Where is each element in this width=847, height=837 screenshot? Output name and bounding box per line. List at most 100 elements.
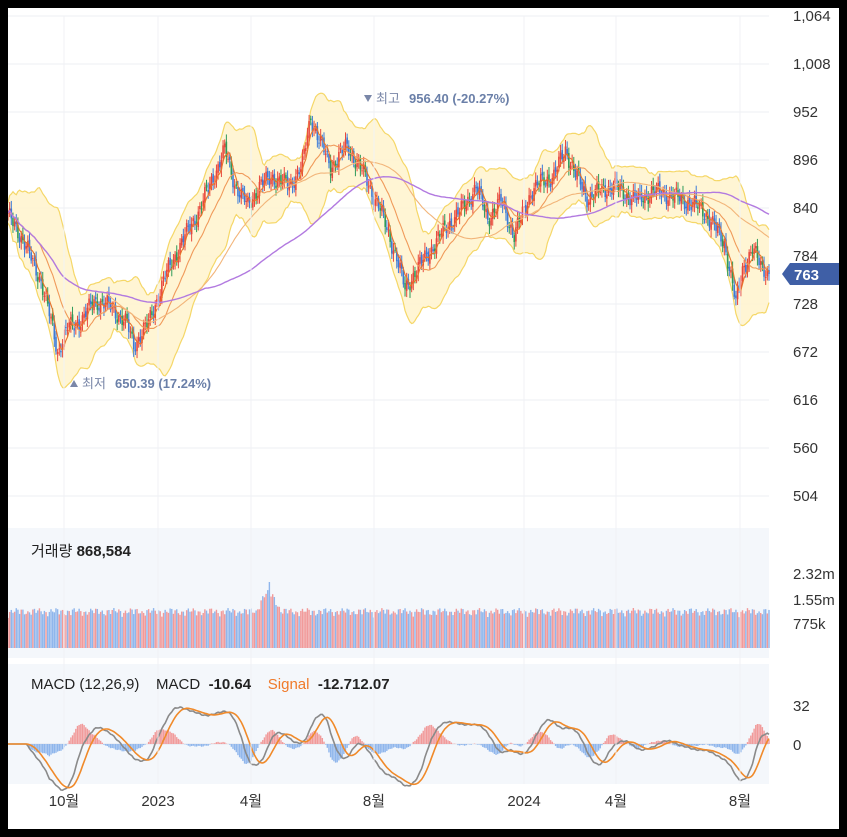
- macd-histogram-bar: [420, 733, 423, 744]
- macd-histogram-bar: [574, 744, 577, 747]
- candle-body: [697, 206, 699, 209]
- volume-bar: [434, 611, 436, 648]
- up-triangle-icon: [70, 380, 78, 387]
- macd-line: [8, 706, 770, 792]
- candle-body: [298, 172, 300, 175]
- macd-histogram-bar: [42, 744, 44, 754]
- macd-histogram-bar: [376, 744, 378, 754]
- volume-bar: [152, 608, 155, 648]
- volume-bar: [379, 611, 381, 648]
- candle-body: [690, 206, 693, 210]
- macd-histogram-bar: [554, 744, 557, 747]
- volume-bar: [281, 613, 284, 648]
- candle-body: [118, 315, 120, 322]
- candle-body: [654, 191, 656, 194]
- volume-bar: [528, 612, 530, 648]
- volume-bar: [324, 608, 327, 648]
- candle-body: [217, 164, 219, 173]
- candle-body: [146, 321, 148, 327]
- candle-body: [655, 185, 658, 193]
- candle-body: [319, 136, 322, 141]
- macd-histogram-bar: [217, 741, 219, 744]
- candle-body: [429, 254, 431, 264]
- volume-bar: [70, 615, 72, 648]
- macd-histogram-bar: [353, 736, 355, 744]
- volume-bar: [215, 609, 218, 648]
- candle-body: [156, 299, 158, 304]
- volume-bar: [23, 614, 26, 648]
- signal-label: Signal: [267, 676, 310, 693]
- candle-body: [377, 198, 380, 209]
- candle-body: [457, 207, 459, 215]
- volume-bar: [525, 611, 527, 648]
- macd-histogram-bar: [720, 744, 722, 749]
- macd-histogram-bar: [404, 744, 406, 749]
- candle-body: [495, 211, 497, 214]
- volume-bar: [468, 614, 471, 648]
- macd-histogram-bar: [718, 744, 721, 748]
- candle-body: [276, 178, 279, 187]
- macd-histogram-bar: [295, 744, 297, 749]
- macd-histogram-bar: [94, 735, 97, 744]
- candle-body: [389, 229, 391, 242]
- volume-bar: [425, 610, 428, 648]
- candle-body: [46, 294, 49, 304]
- candle-body: [154, 305, 157, 319]
- macd-histogram-bar: [389, 744, 391, 749]
- volume-bar: [270, 596, 272, 648]
- macd-histogram-bar: [179, 739, 181, 744]
- candle-body: [529, 196, 532, 198]
- candle-body: [215, 170, 218, 182]
- price-tick-label: 784: [793, 248, 818, 265]
- candle-body: [225, 141, 228, 158]
- macd-histogram-bar: [326, 744, 328, 748]
- macd-histogram-bar: [233, 744, 236, 751]
- volume-bar: [755, 614, 757, 648]
- volume-bar: [521, 613, 524, 648]
- volume-bar: [659, 613, 661, 648]
- volume-bar: [617, 612, 620, 648]
- candle-body: [61, 344, 64, 350]
- candle-body: [741, 266, 744, 282]
- candle-body: [78, 319, 80, 330]
- macd-histogram-bar: [693, 744, 696, 746]
- macd-histogram-bar: [152, 735, 155, 744]
- volume-bar: [508, 613, 510, 648]
- volume-bar: [693, 610, 696, 648]
- volume-bar: [766, 613, 769, 648]
- volume-bar: [447, 615, 449, 648]
- price-tick-label: 1,064: [793, 8, 831, 25]
- macd-histogram-bar: [760, 724, 762, 744]
- candle-body: [435, 238, 438, 254]
- macd-histogram-bar: [733, 744, 735, 754]
- macd-histogram-bar: [362, 742, 365, 744]
- candle-body: [261, 179, 264, 186]
- macd-histogram-bar: [106, 744, 108, 747]
- candle-body: [629, 198, 631, 206]
- macd-histogram-bar: [222, 741, 224, 744]
- candle-body: [582, 186, 585, 192]
- candle-body: [329, 160, 332, 176]
- macd-histogram-bar: [303, 742, 305, 744]
- volume-bar: [761, 614, 764, 648]
- volume-bar: [559, 610, 562, 648]
- volume-bar: [134, 609, 137, 648]
- volume-bar: [501, 609, 504, 648]
- candle-body: [465, 205, 468, 212]
- macd-histogram-bar: [594, 744, 596, 754]
- candle-body: [245, 200, 248, 202]
- volume-bar: [452, 615, 454, 648]
- candle-body: [515, 227, 517, 242]
- volume-bar: [151, 610, 153, 648]
- volume-bar: [315, 615, 317, 648]
- volume-bar: [194, 610, 196, 648]
- volume-bar: [581, 609, 583, 648]
- volume-bar: [680, 615, 683, 648]
- volume-bar: [530, 609, 532, 648]
- candle-body: [129, 331, 132, 333]
- ma120-line: [8, 175, 770, 304]
- candle-body: [564, 146, 567, 155]
- macd-histogram-bar: [300, 744, 302, 747]
- macd-histogram-bar: [478, 744, 481, 745]
- candle-body: [338, 151, 340, 168]
